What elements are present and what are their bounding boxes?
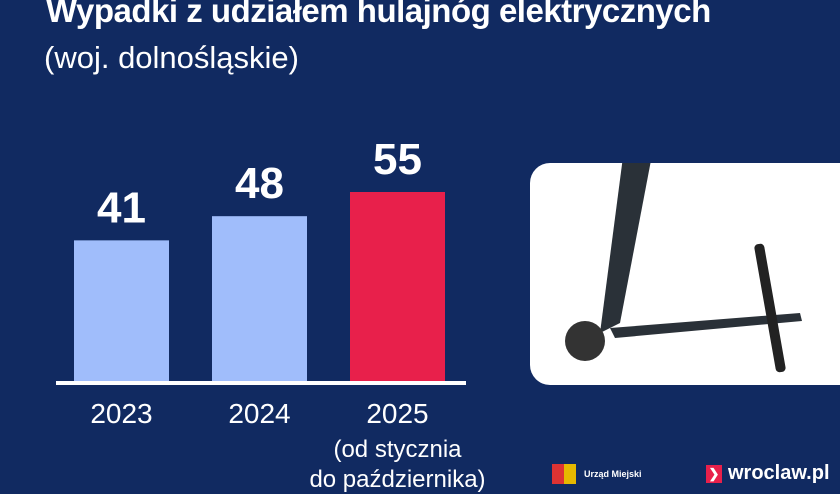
data-label: 48 [235, 159, 284, 208]
bar-2024 [212, 216, 307, 382]
category-note-2: do października) [309, 466, 486, 493]
wroclaw-logo: ❯ wroclaw.pl [706, 462, 830, 485]
x-axis-line [56, 381, 466, 385]
chart-subtitle: (woj. dolnośląskie) [44, 40, 299, 75]
category-label: 2024 [228, 398, 290, 429]
bar-chart: 41 2023 48 2024 55 2025 [56, 135, 466, 429]
crest-icon [552, 464, 576, 484]
scooter-icon [565, 103, 802, 373]
urzad-miejski-logo: Urząd Miejski [552, 464, 642, 484]
category-label: 2025 [366, 398, 428, 429]
bar-2023 [74, 240, 169, 382]
scooter-photo [530, 103, 840, 385]
arrow-icon: ❯ [706, 464, 722, 483]
category-note: (od stycznia [333, 436, 462, 463]
chart-title: Wypadki z udziałem hulajnóg elektrycznyc… [46, 0, 711, 29]
category-label: 2023 [90, 398, 152, 429]
bar-2025 [350, 192, 445, 382]
data-label: 41 [97, 183, 146, 232]
data-label: 55 [373, 135, 422, 184]
